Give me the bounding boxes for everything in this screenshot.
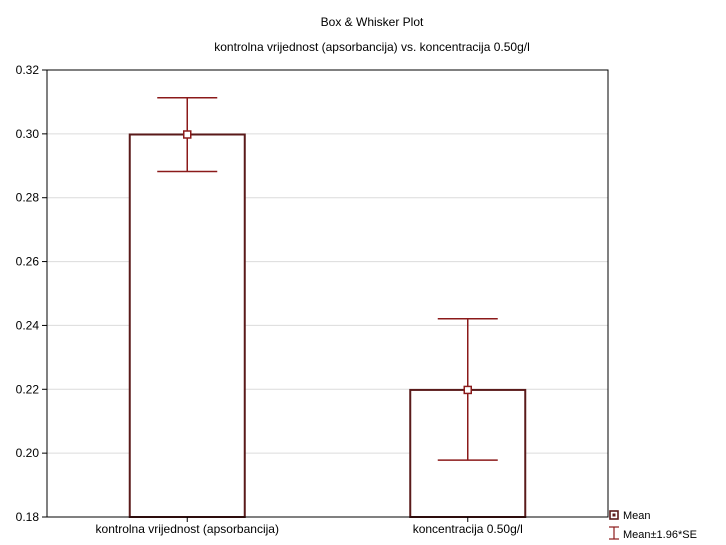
y-tick-label: 0.32 bbox=[16, 63, 40, 77]
y-tick-label: 0.30 bbox=[16, 127, 40, 141]
y-tick-label: 0.24 bbox=[16, 318, 40, 332]
x-tick-label: kontrolna vrijednost (apsorbancija) bbox=[96, 522, 279, 536]
y-tick-label: 0.22 bbox=[16, 382, 40, 396]
chart-title: Box & Whisker Plot bbox=[321, 15, 424, 29]
mean-marker bbox=[183, 130, 192, 139]
bars-group bbox=[128, 133, 527, 518]
whiskers-group bbox=[157, 97, 498, 461]
bar bbox=[128, 133, 246, 518]
y-tick-label: 0.26 bbox=[16, 255, 40, 269]
plot-frame bbox=[46, 69, 609, 518]
mean-marker bbox=[463, 385, 472, 395]
legend-se-label: Mean±1.96*SE bbox=[623, 529, 697, 541]
legend: Mean Mean±1.96*SE bbox=[609, 510, 697, 541]
x-axis: kontrolna vrijednost (apsorbancija) konce… bbox=[96, 517, 523, 536]
x-tick-label: koncentracija 0.50g/l bbox=[413, 522, 523, 536]
y-tick-label: 0.20 bbox=[16, 446, 40, 460]
y-axis: 0.18 0.20 0.22 0.24 0.26 0.28 0.30 0.32 bbox=[16, 63, 47, 524]
chart-subtitle: kontrolna vrijednost (apsorbancija) vs. … bbox=[214, 40, 530, 54]
y-tick-label: 0.28 bbox=[16, 191, 40, 205]
legend-mean-icon-inner bbox=[612, 513, 616, 517]
legend-mean-label: Mean bbox=[623, 510, 651, 522]
y-tick-label: 0.18 bbox=[16, 510, 40, 524]
legend-se-icon bbox=[609, 526, 619, 540]
